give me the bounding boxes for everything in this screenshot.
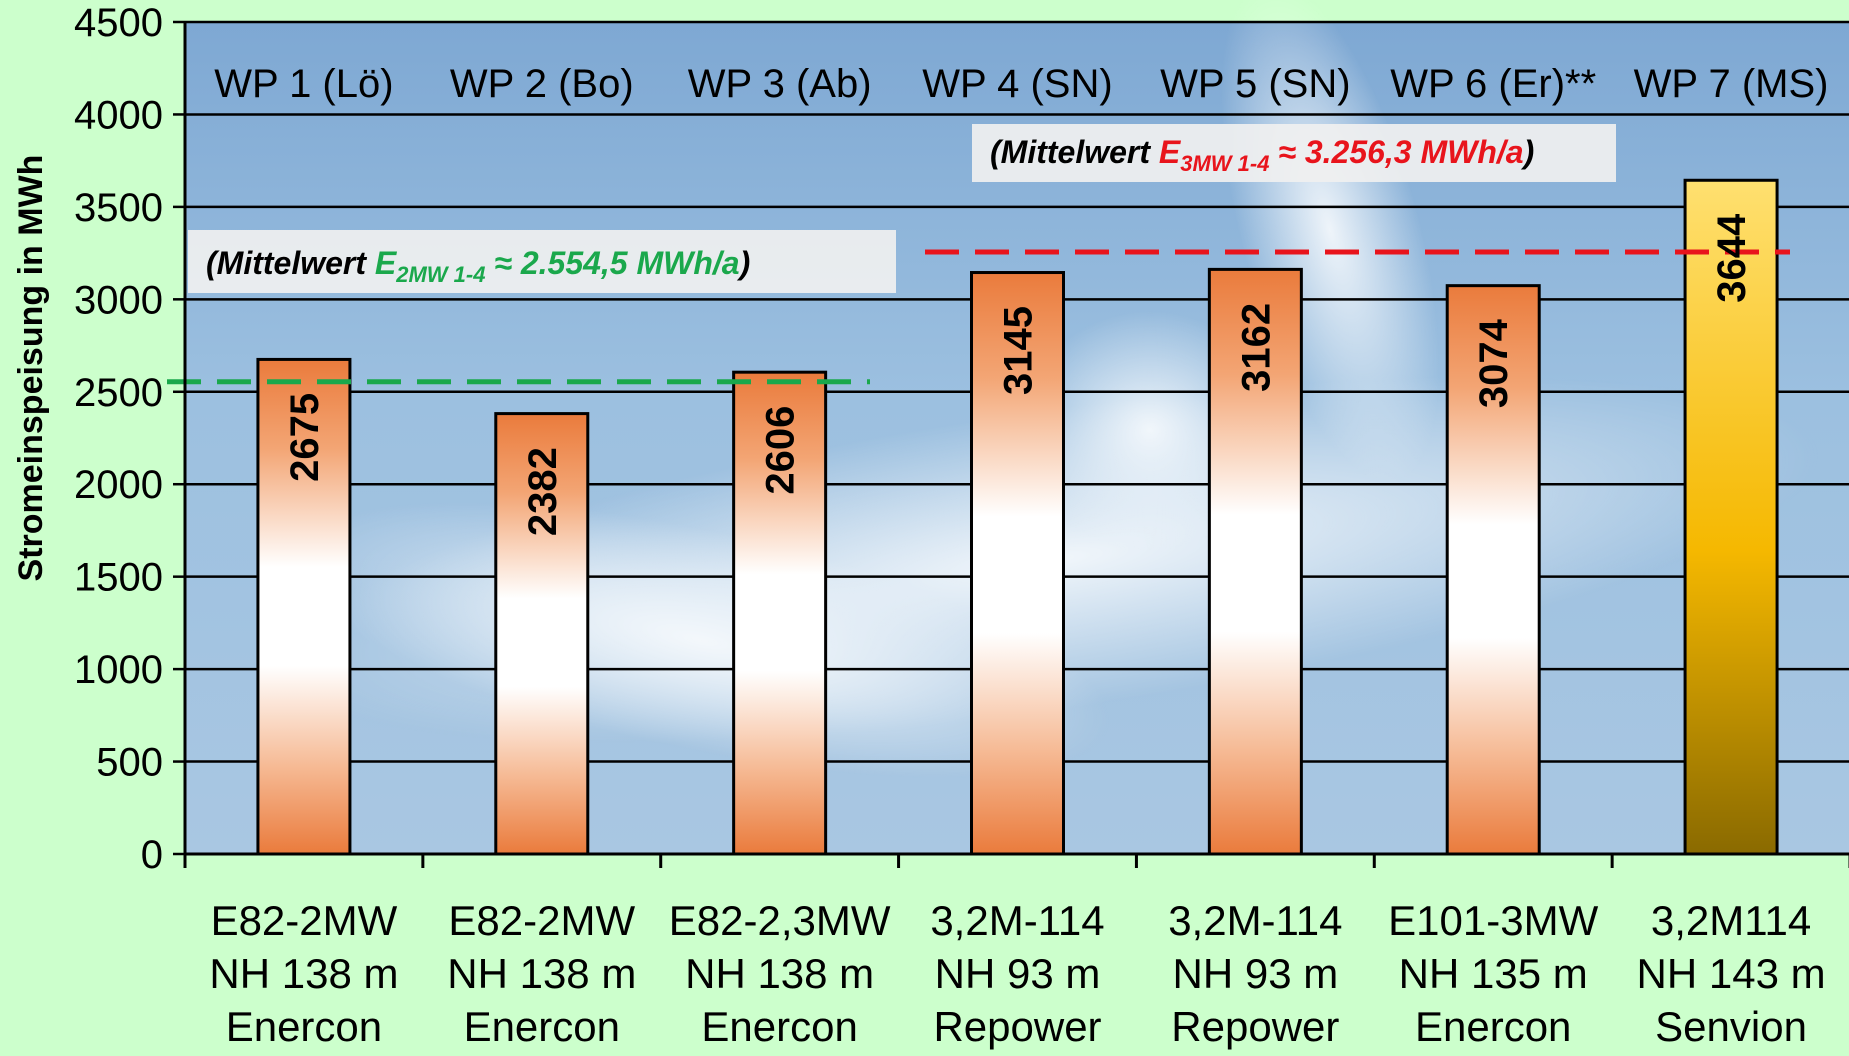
category-label-line: Enercon [1415,1003,1571,1050]
average-2mw-subscript: 2MW 1-4 [395,262,485,287]
bar-value-label: 2606 [759,406,803,495]
average-2mw-symbol: E [375,245,398,281]
bar-value-label: 3644 [1710,213,1754,303]
average-3mw-text: (Mittelwert E3MW 1-4 ≈ 3.256,3 MWh/a) [990,134,1534,176]
y-tick-label: 4500 [74,1,163,45]
average-2mw-value: ≈ 2.554,5 MWh/a [485,245,739,281]
wind-park-label: WP 3 (Ab) [688,62,872,106]
bar-value-label: 2675 [283,393,327,482]
y-tick-label: 1500 [74,556,163,600]
category-label-line: NH 138 m [447,950,636,997]
category-label-line: E82-2MW [211,897,398,944]
bar-value-label: 3074 [1472,318,1516,408]
wind-park-label: WP 1 (Lö) [214,62,393,106]
y-tick-label: 1000 [74,648,163,692]
bar [1683,178,1779,856]
category-label-line: E82-2MW [448,897,635,944]
category-label-line: 3,2M-114 [930,897,1104,944]
wind-park-labels: WP 1 (Lö) WP 2 (Bo) WP 3 (Ab) WP 4 (SN) WP 5… [214,62,1828,106]
average-3mw-annotation: (Mittelwert E3MW 1-4 ≈ 3.256,3 MWh/a) [972,124,1616,182]
category-label-line: NH 143 m [1637,950,1826,997]
category-label-line: Repower [1171,1003,1339,1050]
category-label-line: 3,2M-114 [1168,897,1342,944]
y-tick-label: 3000 [74,278,163,322]
wind-park-label: WP 7 (MS) [1634,62,1829,106]
category-label-line: Enercon [226,1003,382,1050]
wind-park-label: WP 5 (SN) [1160,62,1350,106]
y-axis: 0 500 1000 1500 2000 2500 3000 3500 4000 4500 [74,1,187,877]
category-label-line: E101-3MW [1388,897,1598,944]
average-2mw-annotation: (Mittelwert E2MW 1-4 ≈ 2.554,5 MWh/a) [188,230,896,293]
category-label-line: Enercon [464,1003,620,1050]
average-2mw-text: (Mittelwert E2MW 1-4 ≈ 2.554,5 MWh/a) [206,245,750,287]
average-3mw-symbol: E [1159,134,1182,170]
bar-value-label: 3162 [1234,303,1278,392]
wind-park-label: WP 4 (SN) [922,62,1112,106]
category-label-line: NH 138 m [209,950,398,997]
bar-value-label: 2382 [521,447,565,536]
average-lines [167,249,1790,385]
bar [970,271,1065,856]
y-tick-label: 2500 [74,371,163,415]
y-axis-title: Stromeinspeisung in MWh [12,155,50,582]
bar-value-labels: 2675 2382 2606 3145 3162 3074 3644 [283,213,1754,536]
average-2mw-prefix: (Mittelwert [206,245,375,281]
average-3mw-subscript: 3MW 1-4 [1180,151,1269,176]
category-label-line: Enercon [701,1003,857,1050]
category-label-line: NH 93 m [1173,950,1339,997]
category-label-line: 3,2M114 [1651,897,1811,944]
category-labels: E82-2MW NH 138 m Enercon E82-2MW NH 138 m Ene… [209,897,1825,1050]
y-tick-label: 3500 [74,186,163,230]
average-2mw-box [188,230,896,293]
wind-park-label: WP 2 (Bo) [450,62,634,106]
y-tick-label: 4000 [74,93,163,137]
category-label-line: NH 93 m [935,950,1101,997]
category-label-line: NH 138 m [685,950,874,997]
category-label-line: NH 135 m [1399,950,1588,997]
wind-park-label: WP 6 (Er)** [1390,62,1596,106]
average-3mw-prefix: (Mittelwert [990,134,1159,170]
x-axis [183,852,1849,868]
bar-value-label: 3145 [997,306,1041,395]
bars [256,178,1779,856]
average-3mw-value: ≈ 3.256,3 MWh/a [1269,134,1523,170]
average-3mw-suffix: ) [1521,134,1535,170]
average-3mw-box [972,124,1616,182]
category-label-line: Repower [933,1003,1101,1050]
category-label-line: E82-2,3MW [669,897,891,944]
bar [1207,267,1303,856]
bar [1445,284,1541,856]
y-tick-label: 0 [141,833,163,877]
category-label-line: Senvion [1655,1003,1807,1050]
y-tick-label: 2000 [74,463,163,507]
y-tick-label: 500 [96,741,163,785]
average-2mw-suffix: ) [737,245,751,281]
